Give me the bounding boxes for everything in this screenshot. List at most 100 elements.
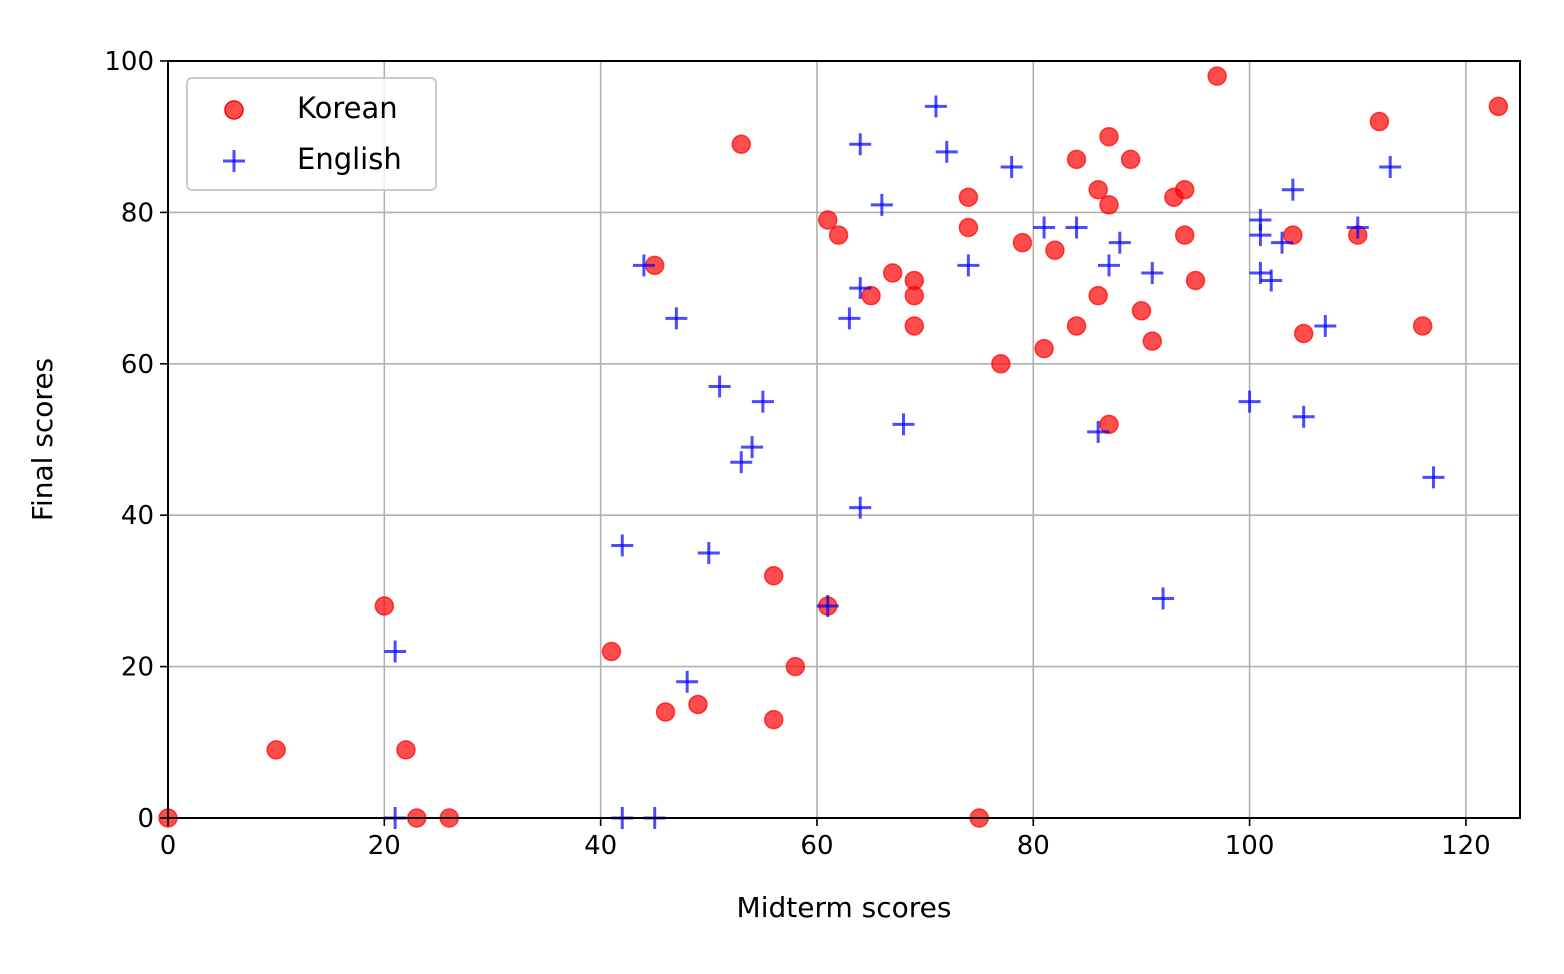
- x-tick-label: 0: [160, 831, 177, 861]
- korean-point: [1174, 179, 1195, 200]
- english-point: [1379, 155, 1402, 178]
- korean-point: [958, 217, 979, 238]
- english-point: [1346, 216, 1369, 239]
- korean-point: [396, 740, 416, 760]
- korean-point: [991, 354, 1011, 374]
- legend-korean-label: Korean: [297, 91, 398, 125]
- x-tick-label: 100: [1225, 831, 1275, 861]
- korean-point: [1012, 232, 1033, 253]
- english-point: [924, 95, 947, 118]
- korean-point: [1174, 225, 1195, 245]
- axis-ticks: 0 20 40 60 80 100 120 0 20 40 60 80 100: [104, 47, 1490, 861]
- english-point: [632, 254, 655, 277]
- korean-point: [1293, 323, 1314, 344]
- english-point: [849, 277, 872, 300]
- korean-point: [1207, 66, 1227, 86]
- y-tick-label: 40: [121, 501, 154, 531]
- korean-point: [601, 641, 622, 662]
- x-tick-label: 40: [584, 831, 617, 861]
- plot-frame: [167, 60, 1521, 819]
- english-point: [1271, 231, 1294, 254]
- english-point: [816, 595, 839, 618]
- english-point: [1249, 224, 1272, 247]
- english-point: [676, 670, 699, 693]
- korean-point: [1185, 270, 1206, 291]
- korean-point: [882, 263, 903, 283]
- english-point: [957, 254, 980, 277]
- korean-point: [1131, 301, 1152, 321]
- english-point: [665, 307, 688, 330]
- english-point: [1108, 231, 1131, 254]
- korean-point: [1120, 149, 1141, 170]
- legend: Korean English: [186, 77, 437, 191]
- y-axis-label: Final scores: [26, 358, 59, 521]
- english-point: [741, 436, 764, 459]
- korean-point: [818, 210, 838, 230]
- korean-point: [1066, 316, 1087, 336]
- korean-point: [763, 709, 784, 730]
- english-point: [730, 451, 753, 474]
- english-point: [708, 375, 731, 398]
- english-point: [1260, 269, 1283, 292]
- english-point: [1097, 254, 1120, 277]
- korean-point: [655, 702, 676, 722]
- english-point: [1033, 216, 1056, 239]
- korean-point: [1066, 149, 1087, 170]
- korean-point: [1412, 316, 1433, 336]
- english-point: [384, 640, 407, 663]
- korean-point: [904, 285, 925, 306]
- korean-point: [266, 740, 286, 760]
- english-point: [1065, 216, 1088, 239]
- english-point: [870, 193, 893, 216]
- english-point: [1422, 466, 1445, 489]
- english-point: [1314, 314, 1337, 337]
- legend-korean-marker: [224, 100, 244, 120]
- english-point: [838, 307, 861, 330]
- english-point: [697, 542, 720, 565]
- korean-point: [374, 596, 395, 616]
- korean-point: [1488, 96, 1509, 117]
- x-tick-label: 120: [1441, 831, 1491, 861]
- english-point: [849, 133, 872, 156]
- x-axis-label: Midterm scores: [737, 891, 952, 924]
- english-point: [892, 413, 915, 436]
- korean-point: [785, 656, 806, 677]
- korean-point: [1034, 338, 1054, 359]
- english-point: [1152, 587, 1175, 610]
- english-point: [1238, 390, 1261, 413]
- korean-point: [1088, 179, 1108, 200]
- legend-english-label: English: [297, 142, 402, 176]
- korean-point: [688, 694, 708, 715]
- korean-point: [1099, 126, 1119, 147]
- y-tick-label: 100: [104, 47, 154, 77]
- y-tick-label: 20: [121, 653, 154, 683]
- korean-point: [904, 316, 925, 336]
- legend-english-marker: [223, 150, 245, 172]
- english-point: [935, 140, 958, 163]
- english-point: [849, 496, 872, 519]
- korean-point: [731, 134, 751, 155]
- korean-point: [1088, 285, 1108, 306]
- english-point: [1281, 178, 1304, 201]
- english-point: [611, 534, 634, 557]
- english-point: [751, 390, 774, 413]
- legend-box: [186, 77, 437, 191]
- english-point: [1000, 155, 1023, 178]
- english-point: [1141, 261, 1164, 284]
- series-korean-points: [158, 66, 1509, 828]
- y-tick-label: 0: [137, 804, 154, 834]
- korean-point: [1099, 195, 1119, 215]
- korean-point: [763, 566, 784, 586]
- x-tick-label: 80: [1017, 831, 1050, 861]
- y-tick-label: 80: [121, 198, 154, 228]
- y-tick-label: 60: [121, 350, 154, 380]
- korean-point: [1369, 111, 1390, 132]
- x-tick-label: 60: [800, 831, 833, 861]
- korean-point: [828, 225, 849, 245]
- x-tick-label: 20: [368, 831, 401, 861]
- korean-point: [958, 187, 979, 208]
- korean-point: [1142, 331, 1163, 351]
- english-point: [1087, 420, 1110, 443]
- english-point: [1292, 405, 1315, 428]
